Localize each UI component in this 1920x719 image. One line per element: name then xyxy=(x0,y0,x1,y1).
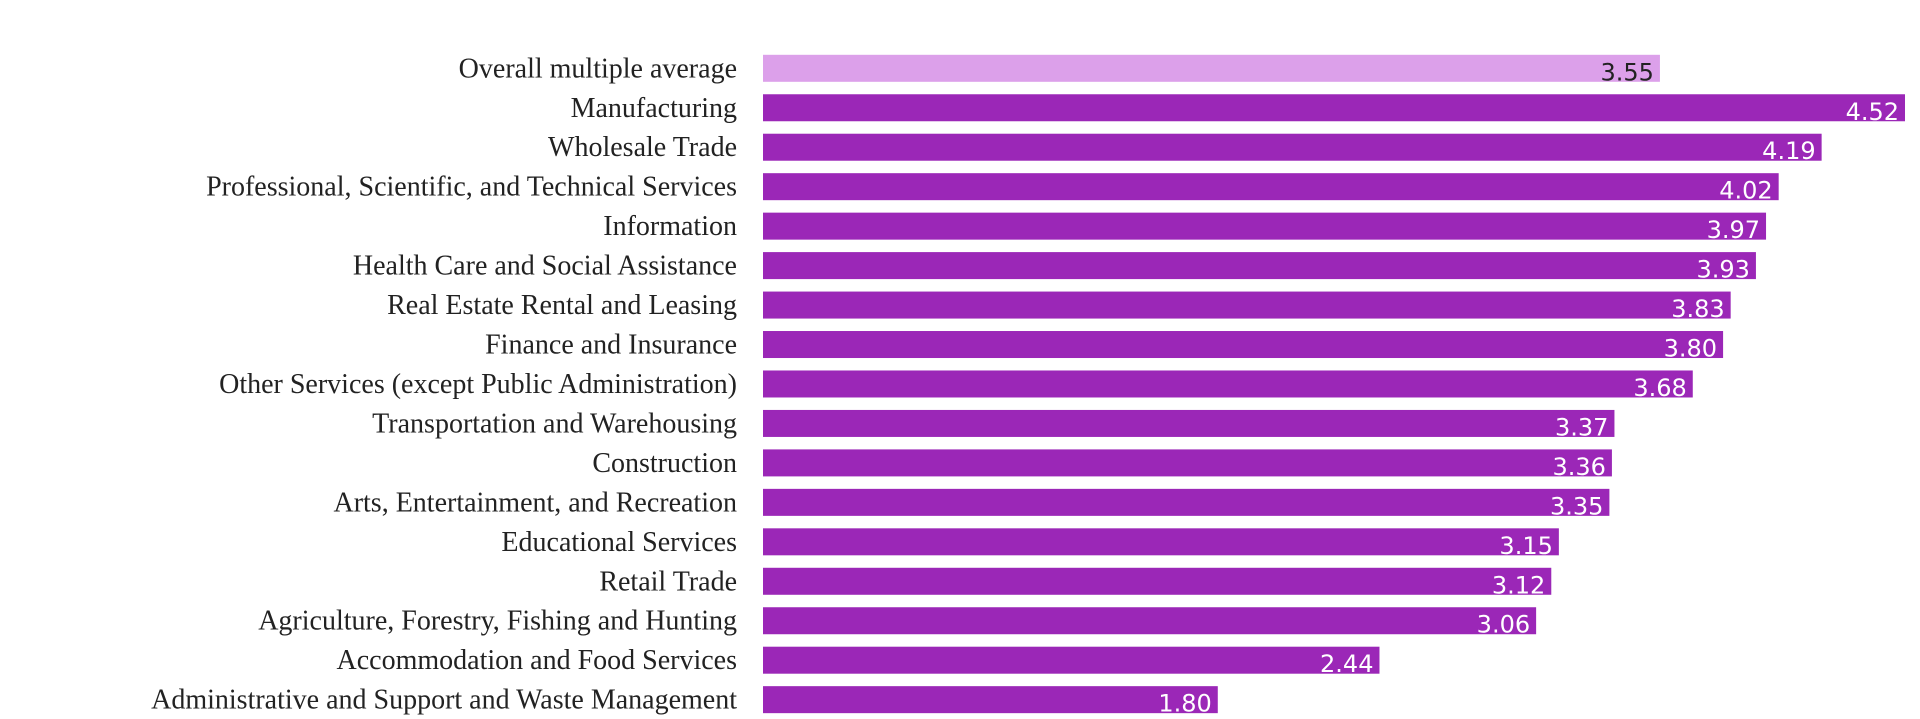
bar xyxy=(763,409,1615,437)
bar xyxy=(763,54,1660,82)
category-label: Other Services (except Public Administra… xyxy=(219,369,737,400)
value-label: 2.44 xyxy=(1320,650,1373,678)
category-label: Health Care and Social Assistance xyxy=(353,251,737,282)
category-label: Professional, Scientific, and Technical … xyxy=(206,172,737,203)
value-label: 3.36 xyxy=(1552,453,1605,481)
bar xyxy=(763,173,1779,201)
value-label: 4.02 xyxy=(1719,177,1772,205)
value-label: 3.80 xyxy=(1664,335,1717,363)
category-label: Wholesale Trade xyxy=(548,132,737,163)
category-label: Manufacturing xyxy=(571,93,737,124)
category-label: Transportation and Warehousing xyxy=(372,408,737,439)
bar xyxy=(763,686,1218,714)
bar xyxy=(763,133,1822,161)
value-label: 3.06 xyxy=(1477,611,1530,639)
bar xyxy=(763,488,1610,516)
value-label: 3.68 xyxy=(1633,374,1686,402)
bar xyxy=(763,567,1552,595)
value-label: 4.52 xyxy=(1846,98,1899,126)
bar xyxy=(763,94,1905,122)
category-label: Retail Trade xyxy=(599,566,737,597)
bar xyxy=(763,607,1537,635)
value-label: 3.37 xyxy=(1555,413,1608,441)
value-label: 3.12 xyxy=(1492,571,1545,599)
category-label: Information xyxy=(603,211,737,242)
category-label: Finance and Insurance xyxy=(485,330,737,361)
category-label: Overall multiple average xyxy=(459,53,737,84)
bar xyxy=(763,291,1731,319)
value-label: 3.83 xyxy=(1671,295,1724,323)
value-label: 3.15 xyxy=(1499,532,1552,560)
value-label: 3.97 xyxy=(1707,216,1760,244)
category-label: Agriculture, Forestry, Fishing and Hunti… xyxy=(258,606,737,637)
bar xyxy=(763,646,1380,674)
value-label: 3.55 xyxy=(1600,58,1653,86)
category-label: Accommodation and Food Services xyxy=(337,645,737,676)
bar xyxy=(763,331,1724,359)
value-label: 3.35 xyxy=(1550,492,1603,520)
bar xyxy=(763,370,1693,398)
bar xyxy=(763,528,1559,556)
category-label: Construction xyxy=(592,448,737,479)
value-label: 4.19 xyxy=(1762,137,1815,165)
value-label: 1.80 xyxy=(1158,690,1211,718)
category-label: Educational Services xyxy=(501,527,737,558)
category-label: Real Estate Rental and Leasing xyxy=(387,290,737,321)
value-label: 3.93 xyxy=(1696,256,1749,284)
bar xyxy=(763,449,1612,477)
bar xyxy=(763,212,1767,240)
category-label: Administrative and Support and Waste Man… xyxy=(151,685,737,716)
bar xyxy=(763,252,1756,280)
category-label: Arts, Entertainment, and Recreation xyxy=(333,487,737,518)
